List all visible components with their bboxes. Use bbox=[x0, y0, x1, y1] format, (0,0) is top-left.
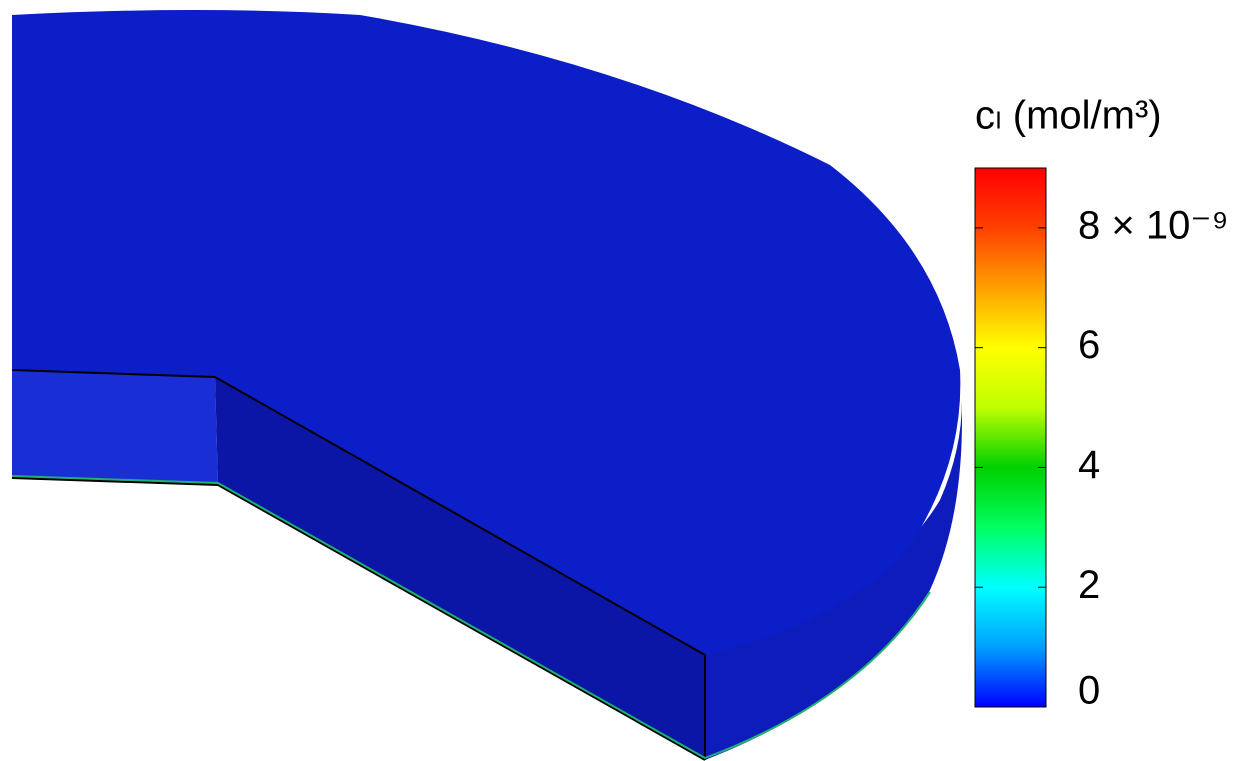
tick-label: 0 bbox=[1078, 669, 1100, 713]
outer-side-face bbox=[705, 400, 962, 760]
geometry bbox=[11, 10, 962, 761]
bottom-edge-tint bbox=[11, 475, 931, 760]
tick-label: 4 bbox=[1078, 443, 1100, 487]
left-side-face bbox=[12, 370, 218, 485]
cut-face bbox=[215, 377, 705, 760]
top-face bbox=[12, 10, 961, 655]
tick-label: 2 bbox=[1078, 563, 1100, 607]
edge-lines bbox=[11, 369, 706, 761]
colorbar bbox=[974, 167, 1047, 708]
tick-label: 6 bbox=[1078, 323, 1100, 367]
tick-label: 8 × 10⁻⁹ bbox=[1078, 203, 1229, 247]
colorbar-title: cₗ (mol/m³) bbox=[975, 94, 1162, 138]
